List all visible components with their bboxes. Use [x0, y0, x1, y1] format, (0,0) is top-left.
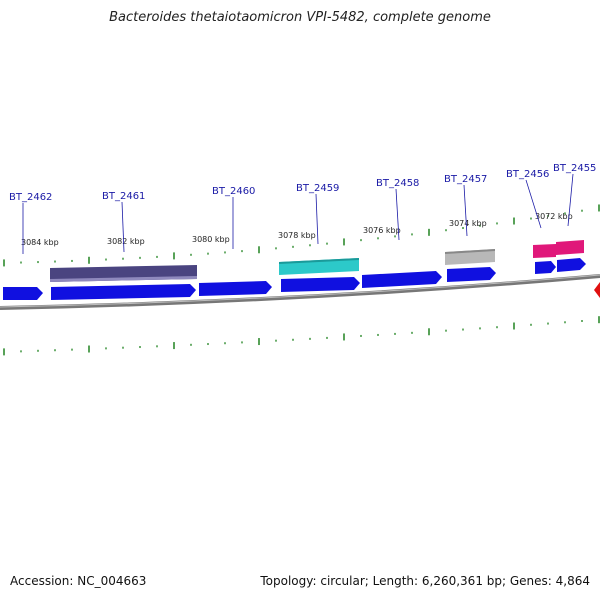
map-title: Bacteroides thetaiotaomicron VPI-5482, c… — [109, 10, 491, 25]
genome-summary-text: Topology: circular; Length: 6,260,361 bp… — [260, 574, 590, 588]
kbp-label: 3074 kbp — [449, 219, 487, 228]
cds-arrow-bt2457 — [447, 267, 496, 282]
kbp-label: 3084 kbp — [21, 238, 59, 247]
feature-bar-purple-shade — [50, 276, 197, 282]
outer-tick-ring — [3, 204, 600, 267]
gene-label-leader — [463, 184, 468, 237]
cds-arrow-bt2456 — [535, 261, 556, 274]
cds-arrow-bt2455 — [557, 258, 586, 272]
inner-tick-ring — [3, 316, 600, 356]
gene-label-leader — [121, 201, 125, 253]
cds-arrow-offscreen — [594, 282, 600, 298]
kbp-label: 3080 kbp — [192, 235, 230, 244]
gene-label-leader — [567, 173, 574, 227]
gene-label-leader — [525, 179, 542, 229]
gene-label-bt2462[interactable]: BT_2462 — [9, 192, 52, 203]
gene-label-bt2456[interactable]: BT_2456 — [506, 169, 549, 180]
accession-text: Accession: NC_004663 — [10, 574, 147, 588]
gene-label-bt2461[interactable]: BT_2461 — [102, 191, 145, 202]
cds-arrow-bt2458 — [362, 271, 442, 288]
feature-bar-pink-1 — [533, 244, 556, 258]
genome-backbone-highlight — [0, 274, 600, 308]
feature-bar-cyan-top — [279, 258, 359, 264]
gene-label-bt2455[interactable]: BT_2455 — [553, 163, 596, 174]
kbp-label: 3072 kbp — [535, 212, 573, 221]
kbp-label: 3078 kbp — [278, 231, 316, 240]
gene-label-bt2460[interactable]: BT_2460 — [212, 186, 255, 197]
cds-arrow-bt2462 — [3, 287, 43, 300]
cds-arrow-bt2460 — [199, 281, 272, 296]
gene-label-bt2459[interactable]: BT_2459 — [296, 183, 339, 194]
gene-label-leader — [395, 188, 400, 241]
kbp-label: 3082 kbp — [107, 237, 145, 246]
genome-backbone — [0, 274, 600, 310]
gene-label-bt2458[interactable]: BT_2458 — [376, 178, 419, 189]
feature-bar-gray-top — [445, 249, 495, 254]
feature-bar-pink-2 — [556, 240, 584, 255]
kbp-label: 3076 kbp — [363, 226, 401, 235]
cds-arrow-bt2459 — [281, 277, 360, 292]
gene-label-leader — [315, 193, 319, 245]
gene-label-bt2457[interactable]: BT_2457 — [444, 174, 487, 185]
cds-arrow-bt2461 — [51, 284, 196, 300]
